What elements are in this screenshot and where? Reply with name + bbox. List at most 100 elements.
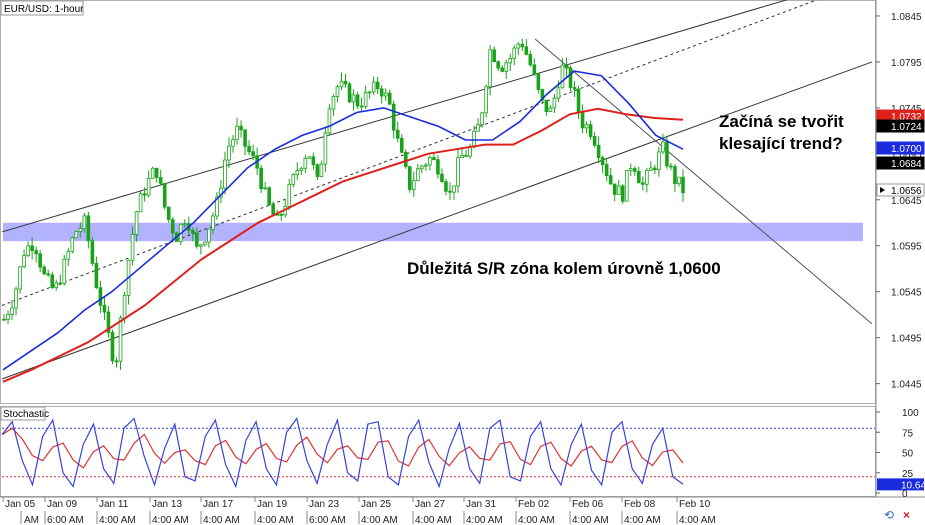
time-label: 4:00 AM — [99, 515, 136, 525]
candle — [504, 59, 509, 79]
trend-question-line-2: klesající trend? — [719, 134, 843, 153]
candle — [588, 120, 593, 141]
candle — [371, 76, 376, 96]
candle — [399, 134, 404, 154]
candle — [38, 249, 42, 273]
date-label: Feb 10 — [679, 499, 711, 510]
candle — [600, 155, 605, 174]
candle — [424, 162, 428, 171]
stoch-current-tag — [877, 478, 924, 491]
current-price-marker — [880, 187, 885, 193]
price-tag-bg — [876, 183, 925, 197]
candle — [351, 89, 356, 111]
candle — [524, 38, 529, 56]
candle — [46, 269, 50, 277]
candle — [231, 135, 235, 153]
candle — [508, 53, 513, 72]
stoch-title-box: Stochastic — [0, 406, 49, 421]
close-icon[interactable]: × — [903, 508, 911, 522]
candle — [2, 314, 6, 321]
candle — [632, 166, 637, 176]
stoch-k-line — [1, 417, 684, 489]
candle — [295, 162, 300, 180]
candle — [412, 171, 416, 197]
refresh-icon[interactable]: ⟲ — [884, 508, 895, 522]
candle — [271, 201, 275, 215]
candle — [74, 230, 79, 239]
candle — [130, 226, 135, 266]
candle — [592, 131, 597, 148]
candle — [395, 121, 400, 143]
candle — [26, 241, 30, 258]
channel-lower-line[interactable] — [1, 61, 873, 380]
main-title: EUR/USD: 1-hour — [4, 4, 84, 15]
date-label: Feb 02 — [518, 499, 550, 510]
candle — [620, 184, 625, 204]
candle — [512, 44, 517, 66]
candle — [42, 264, 46, 276]
candle — [134, 210, 139, 242]
channel-middle-line[interactable] — [1, 0, 872, 306]
candle — [207, 228, 211, 248]
candle — [637, 166, 641, 184]
candle — [299, 166, 304, 176]
time-label: 6:00 AM — [47, 515, 84, 525]
stoch-tick-label: 25 — [902, 469, 914, 480]
date-label: Jan 23 — [309, 499, 339, 510]
candle — [347, 81, 352, 104]
stoch-tick-label: 75 — [902, 428, 914, 439]
sr-zone-label: Důležitá S/R zóna kolem úrovně 1,0600 — [407, 259, 721, 278]
date-label: Jan 11 — [99, 499, 129, 510]
candle — [343, 73, 348, 88]
candle — [203, 241, 207, 247]
stochastic-panel — [1, 417, 875, 489]
candle — [339, 72, 344, 91]
candle — [195, 227, 199, 249]
time-label: 4:00 AM — [361, 515, 398, 525]
candle — [251, 144, 255, 161]
candle — [114, 357, 119, 368]
candle — [191, 227, 195, 242]
candle — [138, 191, 143, 213]
price-tag-label: 1.0732 — [891, 112, 922, 123]
candle — [403, 149, 408, 169]
candle — [681, 169, 685, 202]
candle — [14, 286, 18, 316]
candle — [552, 94, 557, 114]
candle — [444, 178, 448, 196]
candle — [383, 88, 388, 101]
price-tick-label: 1.0845 — [891, 12, 922, 23]
candle — [267, 186, 271, 207]
price-tag-bg — [876, 119, 925, 133]
candle — [480, 111, 484, 128]
candle — [327, 104, 332, 136]
candle — [303, 154, 308, 173]
price-tag-label: 1.0684 — [891, 159, 922, 170]
time-label: 4:00 AM — [624, 515, 661, 525]
candle — [436, 155, 440, 179]
price-axis: 1.0845 1.0795 1.0745 1.0695 1.0645 1.0595 1.05… — [876, 12, 922, 391]
candle — [18, 266, 22, 294]
date-label: Jan 13 — [152, 499, 182, 510]
date-label: Jan 25 — [361, 499, 391, 510]
price-tag-bg — [876, 156, 925, 170]
candle — [30, 237, 34, 260]
candle — [572, 81, 577, 98]
candle — [641, 176, 645, 191]
date-label: Feb 08 — [624, 499, 656, 510]
candle — [279, 212, 284, 221]
candle — [166, 206, 171, 223]
candle — [263, 181, 267, 191]
main-plot-frame — [0, 0, 876, 404]
candle — [420, 164, 424, 174]
candle — [677, 176, 681, 187]
candle — [657, 146, 661, 177]
candle — [307, 156, 312, 159]
sr-zone-band[interactable] — [3, 222, 863, 242]
downtrend-line[interactable] — [534, 38, 873, 325]
stoch-tick-label: 0 — [902, 489, 908, 500]
candle — [452, 185, 456, 200]
time-label: 4:00 AM — [518, 515, 555, 525]
